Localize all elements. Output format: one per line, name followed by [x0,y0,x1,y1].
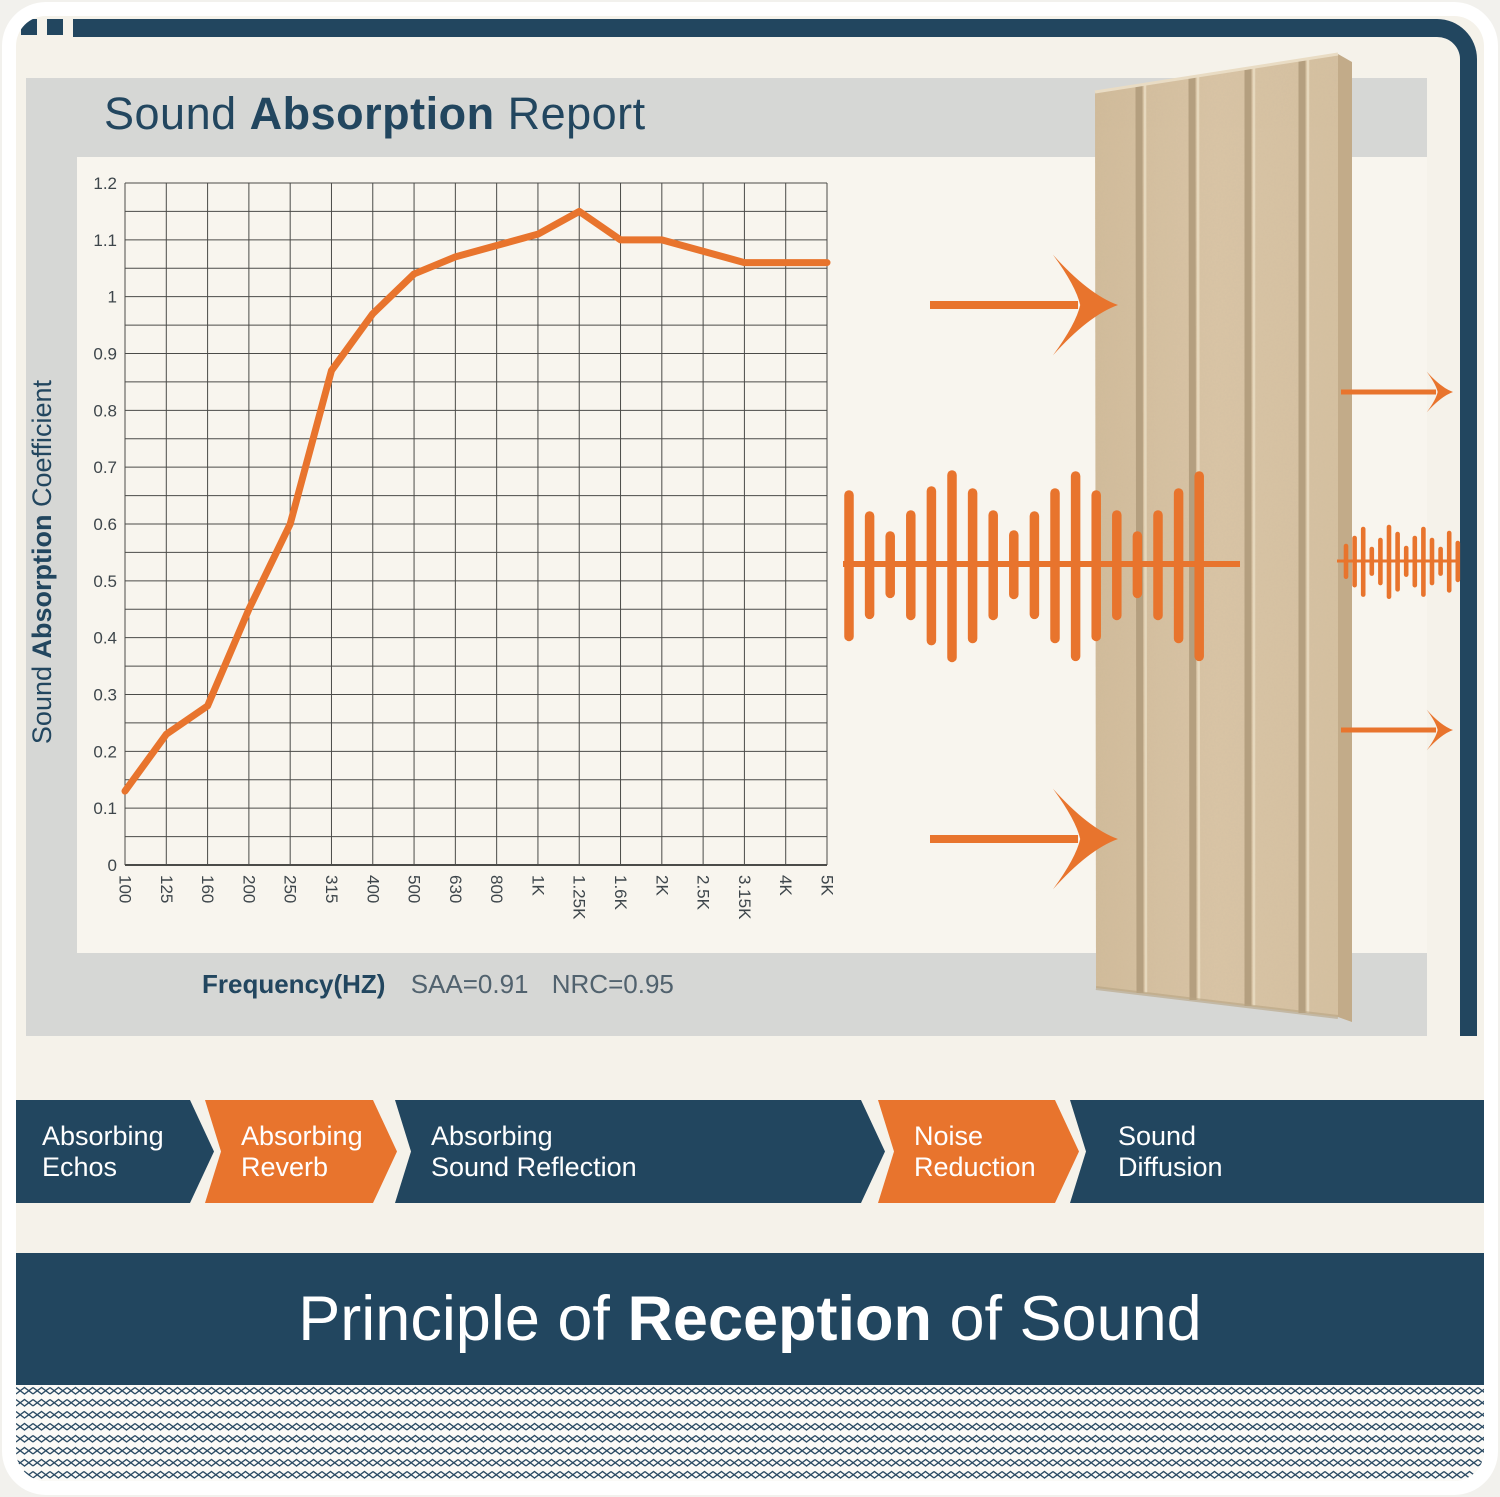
banner-line: Diffusion [1118,1151,1223,1182]
svg-text:0.6: 0.6 [93,515,117,534]
svg-text:0: 0 [108,856,117,875]
footer-word-bold: Reception [627,1284,932,1354]
banner-line: Sound [1118,1120,1197,1151]
title-word: Sound [104,88,250,139]
banner-line: Absorbing [241,1120,363,1151]
svg-text:2K: 2K [652,875,671,896]
svg-text:800: 800 [487,875,506,903]
banner-line: Echos [42,1151,118,1182]
svg-text:0.1: 0.1 [93,799,117,818]
svg-text:250: 250 [281,875,300,903]
svg-text:160: 160 [198,875,217,903]
footer-title: Principle of Reception of Sound [298,1283,1201,1355]
svg-text:0.9: 0.9 [93,345,117,364]
svg-text:1.25K: 1.25K [570,875,589,920]
banner-noise-reduction: Noise Reduction [878,1100,1079,1203]
x-axis-title: Frequency(HZ) [202,969,386,999]
footer-word: Principle of [298,1284,628,1354]
banner-line: Absorbing [431,1120,553,1151]
svg-text:1.6K: 1.6K [611,875,630,911]
svg-text:3.15K: 3.15K [735,875,754,920]
svg-text:500: 500 [405,875,424,903]
svg-text:630: 630 [446,875,465,903]
svg-text:0.4: 0.4 [93,629,117,648]
banner-absorbing-sound-reflection: Absorbing Sound Reflection [395,1100,885,1203]
sound-flow-diagram [843,254,1461,890]
decor-square-icon [21,19,37,35]
panel-top-edge [1094,52,1339,94]
svg-text:1.1: 1.1 [93,231,117,250]
y-axis-title-word: Coefficient [27,379,57,515]
svg-text:315: 315 [322,875,341,903]
svg-text:0.3: 0.3 [93,686,117,705]
svg-text:0.8: 0.8 [93,401,117,420]
svg-text:125: 125 [157,875,176,903]
content-area: Sound Absorption Report 1.2 1.1 1 0.9 0.8 0.7… [16,16,1484,1481]
svg-text:400: 400 [363,875,382,903]
acoustic-panel-illustration [1094,52,1352,1022]
panel-side-face [1338,54,1352,1022]
banner-line: Noise [914,1120,984,1151]
zigzag-pattern [16,1385,1484,1481]
saa-value: SAA=0.91 [410,969,529,999]
title-word-bold: Absorption [249,88,495,139]
banner-absorbing-reverb: Absorbing Reverb [205,1100,397,1203]
banner-line: Reverb [241,1151,329,1182]
svg-text:4K: 4K [776,875,795,896]
banner-line: Sound Reflection [431,1151,637,1182]
svg-text:0.2: 0.2 [93,742,117,761]
svg-text:200: 200 [239,875,258,903]
banner-sound-diffusion: Sound Diffusion [1070,1100,1484,1203]
panel-felt-texture [1095,54,1338,1017]
svg-text:5K: 5K [818,875,837,896]
footer-word: of Sound [931,1284,1202,1354]
svg-text:1.2: 1.2 [93,174,117,193]
svg-text:0.7: 0.7 [93,458,117,477]
y-axis-title-word-bold: Absorption [27,514,57,659]
banner-absorbing-echos: Absorbing Echos [16,1100,214,1203]
svg-text:100: 100 [116,875,135,903]
svg-text:1: 1 [108,288,117,307]
title-word: Report [494,88,646,139]
nrc-value: NRC=0.95 [551,969,674,999]
banner-line: Absorbing [42,1120,164,1151]
panel-bottom-edge [1095,986,1339,1019]
page-title: Sound Absorption Report [104,88,646,140]
svg-text:0.5: 0.5 [93,572,117,591]
decor-square-icon [47,19,63,35]
banner-line: Reduction [914,1151,1036,1182]
svg-text:1K: 1K [528,875,547,896]
svg-text:2.5K: 2.5K [694,875,713,911]
footer-title-banner: Principle of Reception of Sound [16,1253,1484,1385]
chart-caption: Frequency(HZ) SAA=0.91 NRC=0.95 [202,969,690,1000]
y-axis-title: Sound Absorption Coefficient [27,262,67,862]
y-axis-title-word: Sound [27,658,57,745]
